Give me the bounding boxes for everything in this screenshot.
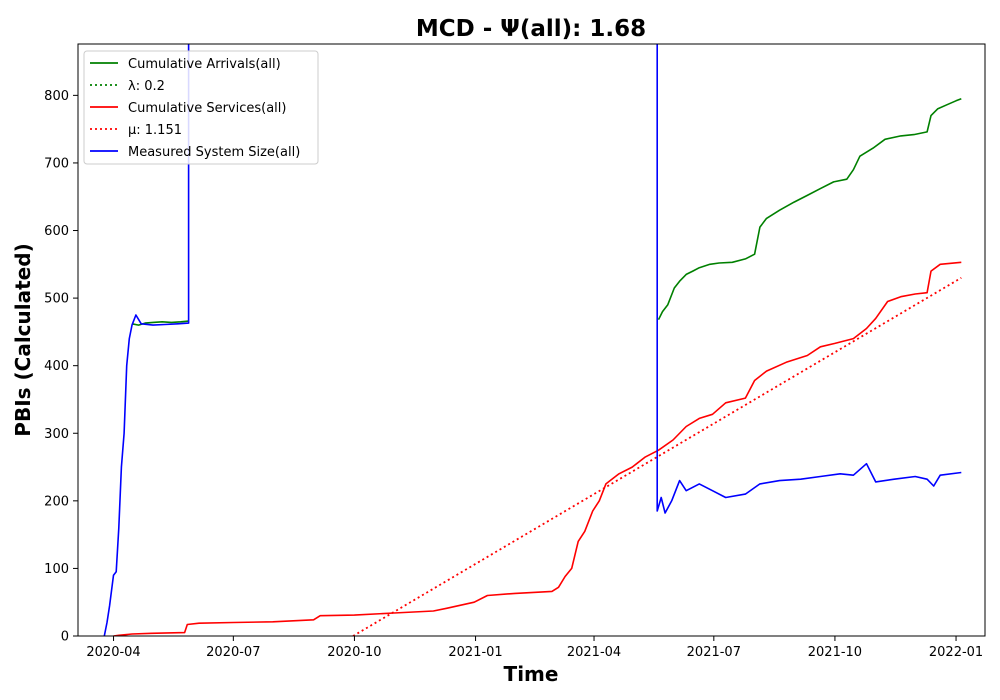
legend-label: Cumulative Services(all) bbox=[128, 101, 286, 116]
x-tick-label: 2020-07 bbox=[206, 645, 260, 660]
y-tick-label: 400 bbox=[44, 359, 69, 374]
y-tick-label: 500 bbox=[44, 292, 69, 307]
chart-title: MCD - Ψ(all): 1.68 bbox=[416, 16, 646, 42]
y-tick-label: 0 bbox=[61, 630, 69, 645]
series-line-0-segment-1 bbox=[657, 97, 962, 321]
x-axis-ticks: 2020-04 2020-07 2020-10 2021-01 2021-04 2021-… bbox=[86, 636, 983, 660]
x-tick-label: 2021-07 bbox=[687, 645, 741, 660]
y-axis-ticks: 0 100 200 300 400 500 600 700 800 bbox=[44, 89, 78, 645]
x-tick-label: 2020-04 bbox=[86, 645, 140, 660]
y-tick-label: 600 bbox=[44, 224, 69, 239]
y-tick-label: 700 bbox=[44, 156, 69, 171]
legend-label: Measured System Size(all) bbox=[128, 145, 300, 160]
x-tick-label: 2021-10 bbox=[808, 645, 862, 660]
y-tick-label: 300 bbox=[44, 427, 69, 442]
series-layer bbox=[103, 44, 962, 636]
series-line-4-segment-0 bbox=[103, 44, 190, 636]
legend-box bbox=[83, 50, 319, 165]
legend-label: Cumulative Arrivals(all) bbox=[128, 57, 281, 72]
series-line-2-segment-0 bbox=[113, 261, 962, 636]
y-axis-label: PBIs (Calculated) bbox=[11, 243, 35, 436]
legend-label: λ: 0.2 bbox=[128, 79, 165, 94]
x-tick-label: 2022-01 bbox=[929, 645, 983, 660]
x-tick-label: 2021-04 bbox=[567, 645, 621, 660]
series-line-0-segment-0 bbox=[131, 320, 189, 326]
y-tick-label: 800 bbox=[44, 89, 69, 104]
plot-frame bbox=[77, 43, 986, 637]
x-tick-label: 2020-10 bbox=[327, 645, 381, 660]
y-tick-label: 200 bbox=[44, 494, 69, 509]
y-tick-label: 100 bbox=[44, 562, 69, 577]
x-axis-label: Time bbox=[504, 662, 559, 686]
series-line-4-segment-1 bbox=[656, 44, 962, 514]
x-tick-label: 2021-01 bbox=[448, 645, 502, 660]
legend-label: μ: 1.151 bbox=[128, 123, 182, 138]
legend: Cumulative Arrivals(all) λ: 0.2 Cumulative… bbox=[83, 50, 319, 165]
